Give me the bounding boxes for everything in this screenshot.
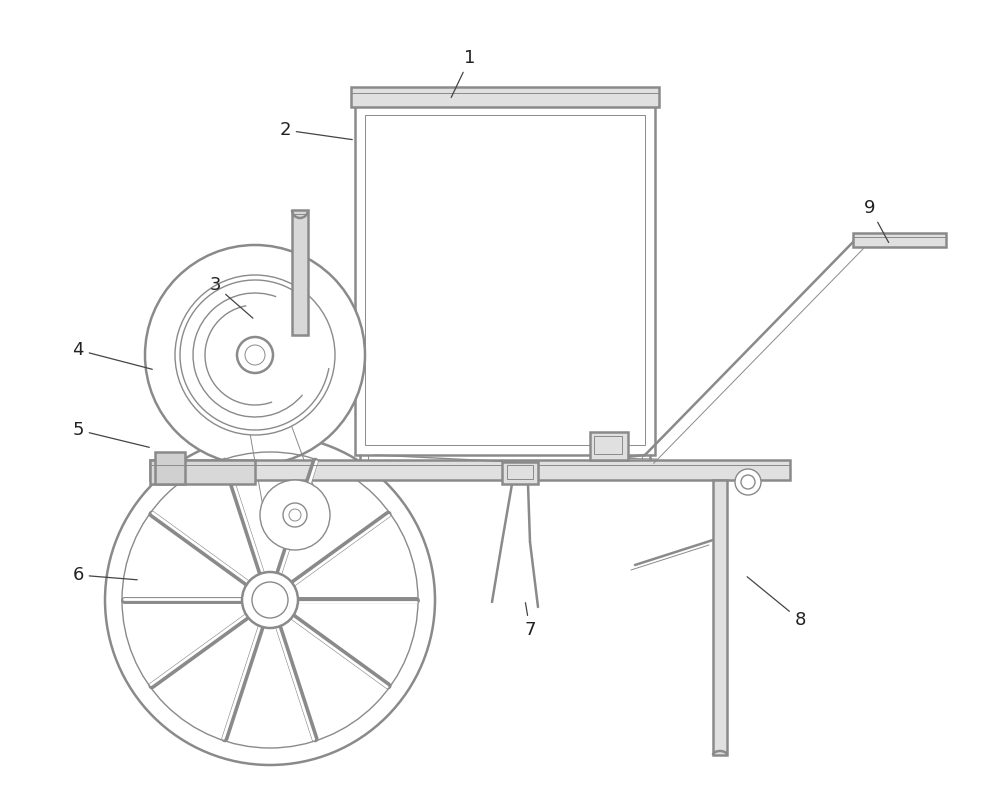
- Circle shape: [252, 582, 288, 618]
- Bar: [502, 462, 538, 484]
- Circle shape: [741, 475, 755, 489]
- Bar: [150, 460, 790, 480]
- Text: 6: 6: [72, 566, 137, 584]
- Circle shape: [175, 275, 335, 435]
- Bar: [155, 452, 185, 484]
- Circle shape: [145, 245, 365, 465]
- Text: 7: 7: [524, 603, 536, 639]
- Bar: [590, 432, 628, 460]
- Text: 4: 4: [72, 341, 152, 369]
- Circle shape: [237, 337, 273, 373]
- Bar: [351, 87, 659, 107]
- Bar: [507, 465, 533, 479]
- Bar: [594, 436, 622, 454]
- Text: 1: 1: [451, 49, 476, 98]
- Bar: [713, 480, 727, 755]
- Bar: [150, 460, 255, 484]
- Bar: [292, 210, 308, 335]
- Circle shape: [260, 480, 330, 550]
- Text: 8: 8: [747, 577, 806, 629]
- Bar: [365, 115, 645, 445]
- Circle shape: [105, 435, 435, 765]
- Bar: [853, 233, 946, 247]
- Text: 5: 5: [72, 421, 149, 448]
- Text: 9: 9: [864, 199, 889, 242]
- Circle shape: [735, 469, 761, 495]
- Bar: [355, 105, 655, 455]
- Text: 2: 2: [279, 121, 352, 140]
- Circle shape: [242, 572, 298, 628]
- Text: 3: 3: [209, 276, 253, 318]
- Circle shape: [283, 503, 307, 527]
- Circle shape: [289, 509, 301, 521]
